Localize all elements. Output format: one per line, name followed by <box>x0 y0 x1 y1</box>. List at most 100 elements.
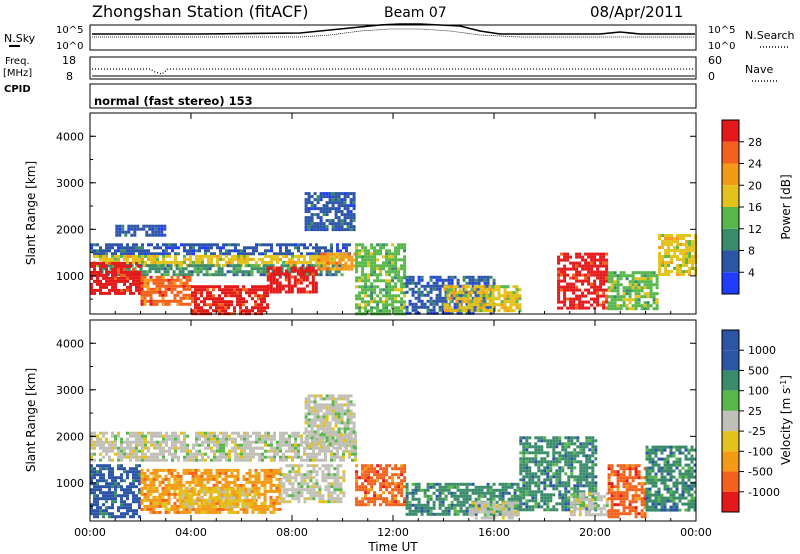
power-panel: 1000 2000 3000 4000 Slant Range [km] <box>24 112 698 316</box>
velocity-ylabel: Slant Range [km] <box>24 368 38 472</box>
power-region-14 <box>607 271 659 311</box>
xtick-label: 12:00 <box>377 526 409 539</box>
velocity-ytick-label: 2000 <box>56 430 84 443</box>
frequency-panel: Freq. [MHz] 18 8 60 0 Nave <box>3 54 778 83</box>
power-ytick-label: 2000 <box>56 223 84 236</box>
power-region-9 <box>304 192 356 232</box>
power-ytick-label: 1000 <box>56 270 84 283</box>
power-region-7 <box>266 266 318 294</box>
power-region-1 <box>115 224 167 237</box>
power-heatmap <box>90 192 698 316</box>
power-region-10 <box>355 243 407 316</box>
velocity-y-ticks: 1000 2000 3000 4000 <box>56 319 696 507</box>
velocity-colorbar-cell <box>722 350 739 371</box>
power-region-3 <box>97 264 344 277</box>
power-region-6 <box>191 285 269 316</box>
power-region-8 <box>317 252 357 271</box>
cpid-panel: CPID normal (fast stereo) 153 <box>4 83 697 109</box>
velocity-colorbar-tick-label: -100 <box>748 445 773 458</box>
noise-search-trace <box>92 28 695 38</box>
xtick-label: 20:00 <box>579 526 611 539</box>
velocity-region-3 <box>178 487 257 509</box>
xtick-label: 04:00 <box>175 526 207 539</box>
velocity-colorbar-tick-label: -25 <box>748 425 766 438</box>
velocity-region-5 <box>304 394 356 449</box>
velocity-region-6 <box>355 464 407 507</box>
velocity-colorbar-cell <box>722 330 739 351</box>
power-colorbar-cell <box>722 228 739 251</box>
velocity-region-10 <box>569 492 609 517</box>
velocity-region-9 <box>519 436 598 512</box>
noise-sky-trace <box>92 23 695 35</box>
velocity-colorbar-cell <box>722 451 739 472</box>
station-title: Zhongshan Station (fitACF) <box>92 2 309 21</box>
power-colorbar-cell <box>722 185 739 207</box>
freq-left-tick-bottom: 8 <box>66 70 73 83</box>
power-colorbar-tick-label: 24 <box>748 158 762 171</box>
power-y-ticks: 1000 2000 3000 4000 <box>56 112 696 300</box>
velocity-colorbar-label: Velocity [m s-1] <box>779 375 794 465</box>
velocity-colorbar-tick-label: -1000 <box>748 486 780 499</box>
noise-left-tick-top: 10^5 <box>56 25 83 36</box>
freq-left-tick-top: 18 <box>62 54 76 67</box>
velocity-colorbar-cell <box>722 370 739 391</box>
freq-right-tick-bottom: 0 <box>708 70 715 83</box>
velocity-colorbar-tick-label: 100 <box>748 385 769 398</box>
noise-right-tick-bottom: 10^0 <box>708 41 735 52</box>
power-ytick-label: 3000 <box>56 177 84 190</box>
noise-right-tick-top: 10^5 <box>708 25 735 36</box>
noise-panel: N.Sky 10^5 10^0 10^5 10^0 N.Search <box>4 23 795 52</box>
velocity-colorbar-cell <box>722 390 739 411</box>
power-region-0 <box>90 243 351 256</box>
time-axis: 00:00 04:00 08:00 12:00 16:00 20:00 00:00 <box>74 113 712 539</box>
noise-left-tick-bottom: 10^0 <box>56 41 83 52</box>
power-colorbar: 4 8 12 16 20 24 28 Power [dB] <box>721 119 793 295</box>
power-colorbar-tick-label: 4 <box>748 266 755 279</box>
power-ylabel: Slant Range [km] <box>24 161 38 265</box>
cpid-text: normal (fast stereo) 153 <box>94 94 253 108</box>
time-axis-label: Time UT <box>367 540 418 554</box>
power-colorbar-tick-label: 28 <box>748 136 762 149</box>
velocity-panel: 1000 2000 3000 4000 Slant Range [km] <box>24 319 697 522</box>
power-colorbar-tick-label: 8 <box>748 245 755 258</box>
velocity-colorbar: 1000 500 100 25 -25 -100 -500 -1000 Velocity [m… <box>721 329 794 513</box>
velocity-region-1 <box>90 464 141 519</box>
velocity-region-4 <box>279 464 346 504</box>
power-region-15 <box>658 234 698 276</box>
power-region-13 <box>557 252 609 310</box>
power-colorbar-cell <box>722 163 739 186</box>
velocity-heatmap <box>90 394 697 520</box>
xtick-label: 08:00 <box>276 526 308 539</box>
velocity-ytick-label: 1000 <box>56 477 84 490</box>
velocity-colorbar-cell <box>722 491 739 512</box>
freq-trace <box>92 68 695 75</box>
power-colorbar-cell <box>722 120 739 142</box>
nave-label: Nave <box>745 63 773 76</box>
velocity-colorbar-tick-label: -500 <box>748 466 773 479</box>
noise-sky-label: N.Sky <box>4 32 36 45</box>
velocity-colorbar-tick-label: 25 <box>748 405 762 418</box>
velocity-region-11 <box>607 464 647 519</box>
power-colorbar-tick-label: 12 <box>748 223 762 236</box>
power-colorbar-cell <box>722 272 739 294</box>
power-colorbar-tick-label: 20 <box>748 179 762 192</box>
power-colorbar-cell <box>722 141 739 164</box>
velocity-region-12 <box>645 445 697 512</box>
date-label: 08/Apr/2011 <box>590 3 683 21</box>
power-region-5 <box>140 275 192 306</box>
freq-label-line2: [MHz] <box>3 68 32 79</box>
freq-right-tick-top: 60 <box>708 54 722 67</box>
velocity-ytick-label: 3000 <box>56 384 84 397</box>
velocity-region-2 <box>140 468 282 514</box>
velocity-region-8 <box>468 501 520 520</box>
power-region-4 <box>90 261 141 295</box>
velocity-colorbar-cell <box>722 410 739 432</box>
noise-search-label: N.Search <box>745 29 795 42</box>
cpid-label: CPID <box>4 84 31 95</box>
beam-label: Beam 07 <box>384 5 447 21</box>
power-colorbar-cell <box>722 207 739 229</box>
velocity-ytick-label: 4000 <box>56 337 84 350</box>
freq-label-line1: Freq. <box>5 56 30 67</box>
power-ytick-label: 4000 <box>56 130 84 143</box>
